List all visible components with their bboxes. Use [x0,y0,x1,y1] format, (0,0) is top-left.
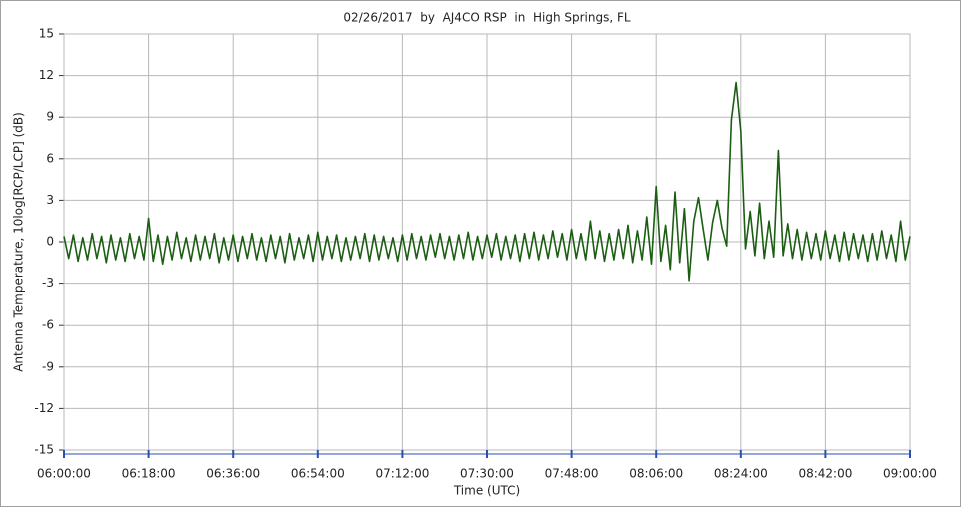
x-tick-label: 06:36:00 [206,467,260,481]
chart-title: 02/26/2017 by AJ4CO RSP in High Springs,… [343,11,630,25]
y-axis-label: Antenna Temperature, 10log[RCP/LCP] (dB) [12,112,26,372]
y-tick-label: 12 [39,68,54,82]
y-tick-label: 3 [46,193,54,207]
y-tick-label: -12 [34,401,54,415]
x-tick-label: 06:54:00 [291,467,345,481]
x-tick-label: 08:06:00 [629,467,683,481]
data-line [63,81,911,282]
y-tick-label: -6 [42,318,54,332]
y-tick-label: 6 [46,151,54,165]
x-tick-label: 08:42:00 [798,467,852,481]
x-tick-label: 07:48:00 [545,467,599,481]
y-tick-label: 9 [46,110,54,124]
x-tick-label: 09:00:00 [883,467,937,481]
x-tick-label: 06:18:00 [122,467,176,481]
y-tick-label: -9 [42,359,54,373]
y-tick-label: 0 [46,235,54,249]
x-tick-label: 08:24:00 [714,467,768,481]
y-tick-label: 15 [39,27,54,41]
x-axis-label: Time (UTC) [453,484,520,498]
x-tick-label: 07:30:00 [460,467,514,481]
y-tick-label: -3 [42,276,54,290]
y-tick-label: -15 [34,443,54,457]
x-tick-label: 07:12:00 [375,467,429,481]
x-tick-label: 06:00:00 [37,467,91,481]
